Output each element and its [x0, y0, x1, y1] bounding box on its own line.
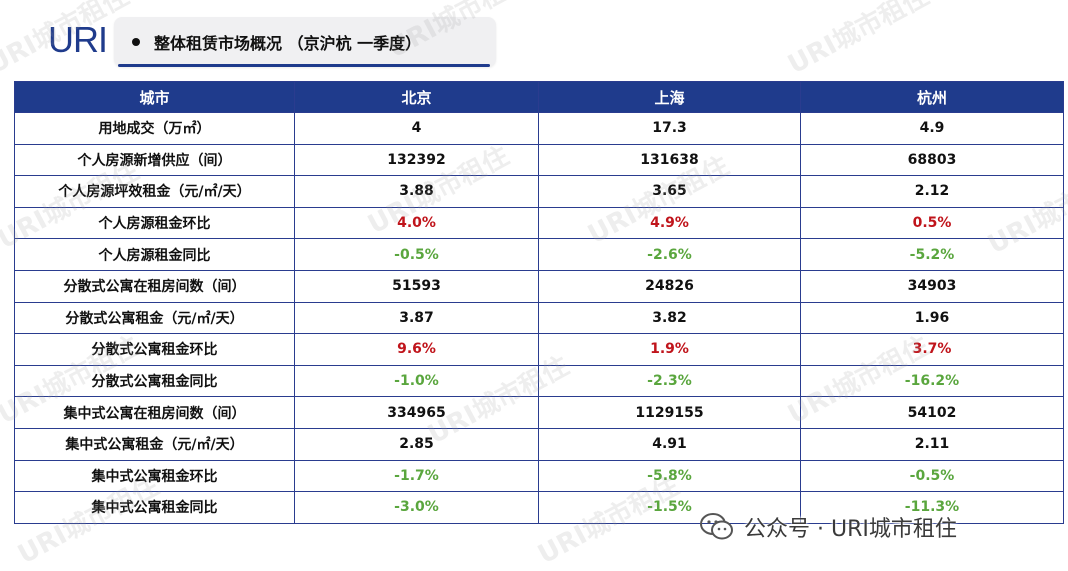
- table-cell: 34903: [800, 269, 1064, 303]
- metric-label: 集中式公寓在租房间数（间）: [14, 396, 295, 429]
- table-cell: 132392: [294, 143, 539, 177]
- table-cell: 54102: [800, 396, 1064, 429]
- table-cell: -2.3%: [538, 364, 801, 398]
- metric-label: 集中式公寓租金环比: [14, 459, 295, 493]
- metric-label: 个人房源坪效租金（元/㎡/天）: [14, 175, 295, 208]
- table-cell: 2.85: [294, 427, 539, 461]
- table-row: 分散式公寓租金环比 9.6% 1.9% 3.7%: [14, 333, 1064, 366]
- table-cell: 4: [294, 112, 539, 145]
- wechat-account-text: 公众号 · URI城市租住: [744, 517, 957, 542]
- column-header: 上海: [538, 81, 801, 113]
- table-cell: 4.9: [800, 112, 1064, 145]
- column-header: 北京: [294, 81, 539, 113]
- metric-label: 集中式公寓租金（元/㎡/天）: [14, 427, 295, 461]
- table-row: 个人房源坪效租金（元/㎡/天） 3.88 3.65 2.12: [14, 175, 1064, 208]
- page-title: 整体租赁市场概况 （京沪杭 一季度）: [154, 34, 422, 53]
- metric-label: 分散式公寓租金（元/㎡/天）: [14, 301, 295, 335]
- table-cell: 24826: [538, 269, 801, 303]
- table-cell: 1.96: [800, 301, 1064, 335]
- watermark: URI城市租住: [783, 0, 934, 81]
- table-body: 用地成交（万㎡） 4 17.3 4.9 个人房源新增供应（间） 132392 131638 6…: [14, 112, 1064, 524]
- table-row: 集中式公寓租金（元/㎡/天） 2.85 4.91 2.11: [14, 427, 1064, 461]
- column-header: 杭州: [800, 81, 1064, 113]
- wechat-icon: [700, 513, 733, 540]
- table-cell: 3.7%: [800, 333, 1064, 366]
- table-cell: 3.82: [538, 301, 801, 335]
- table-row: 集中式公寓租金环比 -1.7% -5.8% -0.5%: [14, 459, 1064, 493]
- table-cell: -5.2%: [800, 238, 1064, 271]
- table-cell: 4.91: [538, 427, 801, 461]
- table-cell: -11.3%: [800, 491, 1064, 524]
- table-row: 个人房源新增供应（间） 132392 131638 68803: [14, 143, 1064, 177]
- table-cell: -1.0%: [294, 364, 539, 398]
- table-cell: -16.2%: [800, 364, 1064, 398]
- title-underline: [118, 64, 490, 67]
- table-row: 集中式公寓租金同比 -3.0% -1.5% -11.3%: [14, 491, 1064, 524]
- table-cell: 17.3: [538, 112, 801, 145]
- metric-label: 分散式公寓租金环比: [14, 333, 295, 366]
- table-row: 分散式公寓租金（元/㎡/天） 3.87 3.82 1.96: [14, 301, 1064, 335]
- table-cell: 9.6%: [294, 333, 539, 366]
- metric-label: 用地成交（万㎡）: [14, 112, 295, 145]
- table-cell: 2.12: [800, 175, 1064, 208]
- metric-label: 集中式公寓租金同比: [14, 491, 295, 524]
- table-row: 个人房源租金同比 -0.5% -2.6% -5.2%: [14, 238, 1064, 271]
- table-cell: 4.0%: [294, 206, 539, 240]
- table-row: 个人房源租金环比 4.0% 4.9% 0.5%: [14, 206, 1064, 240]
- table-cell: 2.11: [800, 427, 1064, 461]
- table-cell: -0.5%: [800, 459, 1064, 493]
- metric-label: 个人房源新增供应（间）: [14, 143, 295, 177]
- table-cell: 3.88: [294, 175, 539, 208]
- table-cell: 1129155: [538, 396, 801, 429]
- page-title-pill: 整体租赁市场概况 （京沪杭 一季度）: [114, 17, 496, 67]
- rental-market-table: 城市 北京 上海 杭州 用地成交（万㎡） 4 17.3 4.9 个人房源新增供应（间） 1…: [14, 81, 1064, 524]
- table-cell: -1.7%: [294, 459, 539, 493]
- bullet-icon: [132, 38, 140, 46]
- table-cell: 51593: [294, 269, 539, 303]
- table-cell: 1.9%: [538, 333, 801, 366]
- wechat-account-badge: 公众号 · URI城市租住: [700, 510, 957, 544]
- logo-text: URI: [48, 19, 108, 60]
- metric-label: 个人房源租金环比: [14, 206, 295, 240]
- table-cell: 0.5%: [800, 206, 1064, 240]
- table-cell: 4.9%: [538, 206, 801, 240]
- uri-logo: URI: [48, 19, 108, 60]
- table-cell: 3.87: [294, 301, 539, 335]
- table-cell: -3.0%: [294, 491, 539, 524]
- table-cell: -5.8%: [538, 459, 801, 493]
- table-row: 用地成交（万㎡） 4 17.3 4.9: [14, 112, 1064, 145]
- table-header-row: 城市 北京 上海 杭州: [14, 81, 1064, 113]
- table-row: 分散式公寓租金同比 -1.0% -2.3% -16.2%: [14, 364, 1064, 398]
- table-cell: 334965: [294, 396, 539, 429]
- column-header: 城市: [14, 81, 295, 113]
- metric-label: 分散式公寓在租房间数（间）: [14, 269, 295, 303]
- table-cell: -2.6%: [538, 238, 801, 271]
- table-cell: 3.65: [538, 175, 801, 208]
- metric-label: 个人房源租金同比: [14, 238, 295, 271]
- table-cell: -0.5%: [294, 238, 539, 271]
- table-cell: 131638: [538, 143, 801, 177]
- table-cell: 68803: [800, 143, 1064, 177]
- table-row: 分散式公寓在租房间数（间） 51593 24826 34903: [14, 269, 1064, 303]
- metric-label: 分散式公寓租金同比: [14, 364, 295, 398]
- table-row: 集中式公寓在租房间数（间） 334965 1129155 54102: [14, 396, 1064, 429]
